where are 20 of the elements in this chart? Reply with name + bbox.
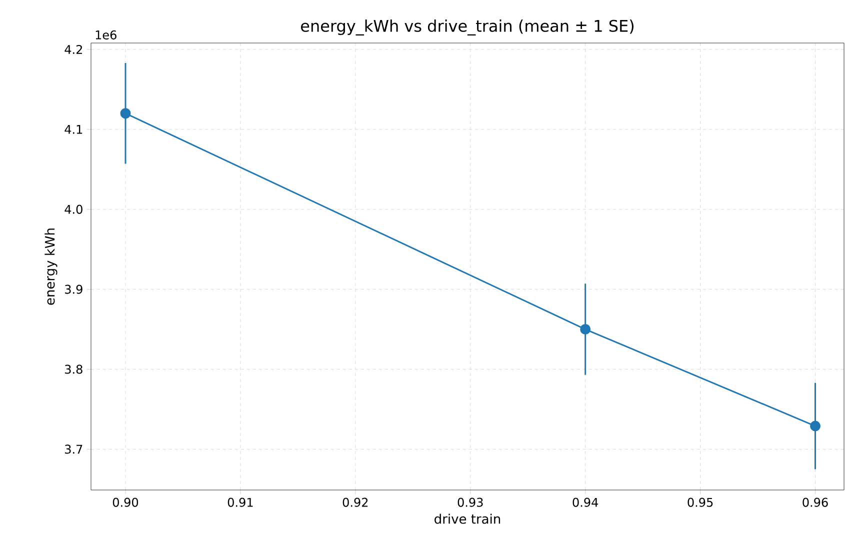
y-tick-label: 3.7: [65, 444, 82, 454]
chart-title: energy_kWh vs drive_train (mean ± 1 SE): [301, 20, 634, 36]
y-tick-label: 3.9: [65, 284, 82, 294]
y-axis-title: energy kWh: [44, 228, 58, 305]
point: [120, 108, 131, 119]
x-tick-label: 0.92: [342, 498, 368, 507]
x-tick-label: 0.90: [112, 498, 138, 507]
y-tick-label: 3.8: [65, 364, 82, 374]
x-tick-label: 0.91: [228, 498, 253, 507]
x-tick-label: 0.93: [458, 498, 483, 507]
text: 1e6: [96, 30, 116, 40]
x-tick-label: 0.95: [688, 498, 713, 507]
point: [580, 324, 591, 335]
x-tick-label: 0.94: [572, 498, 598, 507]
y-tick-label: 4.1: [64, 124, 82, 134]
y-tick-label: 4.2: [64, 44, 82, 54]
y-tick-label: 4.0: [64, 204, 82, 214]
point: [810, 420, 821, 432]
x-axis-title: drive train: [434, 514, 500, 524]
x-tick-label: 0.96: [802, 498, 828, 507]
